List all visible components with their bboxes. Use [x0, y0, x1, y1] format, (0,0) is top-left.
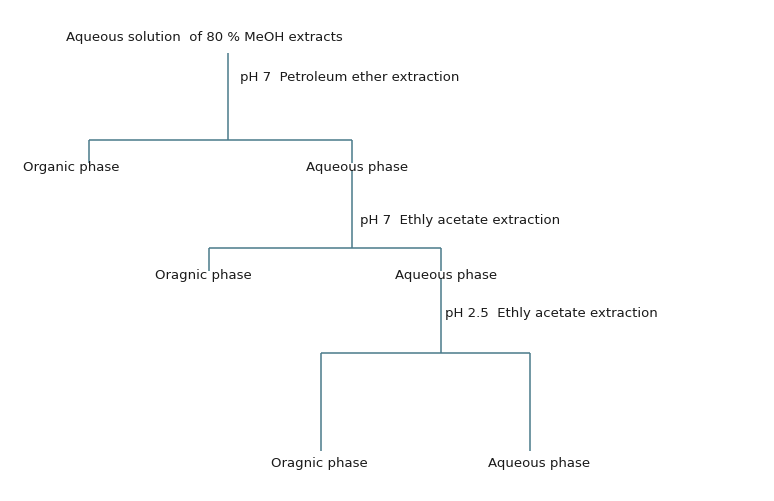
Text: pH 7  Petroleum ether extraction: pH 7 Petroleum ether extraction	[240, 71, 459, 84]
Text: pH 2.5  Ethly acetate extraction: pH 2.5 Ethly acetate extraction	[445, 307, 658, 320]
Text: Oragnic phase: Oragnic phase	[271, 457, 368, 470]
Text: Aqueous phase: Aqueous phase	[306, 161, 408, 174]
Text: Aqueous phase: Aqueous phase	[488, 457, 590, 470]
Text: Aqueous phase: Aqueous phase	[395, 269, 497, 282]
Text: pH 7  Ethly acetate extraction: pH 7 Ethly acetate extraction	[360, 214, 560, 227]
Text: Organic phase: Organic phase	[23, 161, 120, 174]
Text: Oragnic phase: Oragnic phase	[155, 269, 252, 282]
Text: Aqueous solution  of 80 % MeOH extracts: Aqueous solution of 80 % MeOH extracts	[66, 31, 343, 44]
